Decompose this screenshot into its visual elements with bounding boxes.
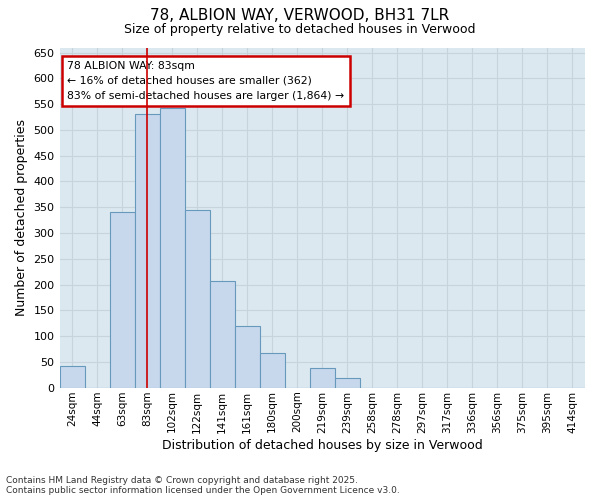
Bar	[260, 352, 285, 388]
Bar	[160, 108, 185, 388]
Bar	[134, 114, 160, 388]
X-axis label: Distribution of detached houses by size in Verwood: Distribution of detached houses by size …	[162, 440, 482, 452]
Text: 78 ALBION WAY: 83sqm
← 16% of detached houses are smaller (362)
83% of semi-deta: 78 ALBION WAY: 83sqm ← 16% of detached h…	[67, 61, 344, 100]
Bar	[235, 326, 260, 388]
Bar	[59, 366, 85, 388]
Bar	[209, 281, 235, 388]
Bar	[335, 378, 360, 388]
Bar	[110, 212, 134, 388]
Bar	[185, 210, 209, 388]
Y-axis label: Number of detached properties: Number of detached properties	[15, 119, 28, 316]
Text: Contains HM Land Registry data © Crown copyright and database right 2025.
Contai: Contains HM Land Registry data © Crown c…	[6, 476, 400, 495]
Text: 78, ALBION WAY, VERWOOD, BH31 7LR: 78, ALBION WAY, VERWOOD, BH31 7LR	[151, 8, 449, 22]
Text: Size of property relative to detached houses in Verwood: Size of property relative to detached ho…	[124, 22, 476, 36]
Bar	[310, 368, 335, 388]
